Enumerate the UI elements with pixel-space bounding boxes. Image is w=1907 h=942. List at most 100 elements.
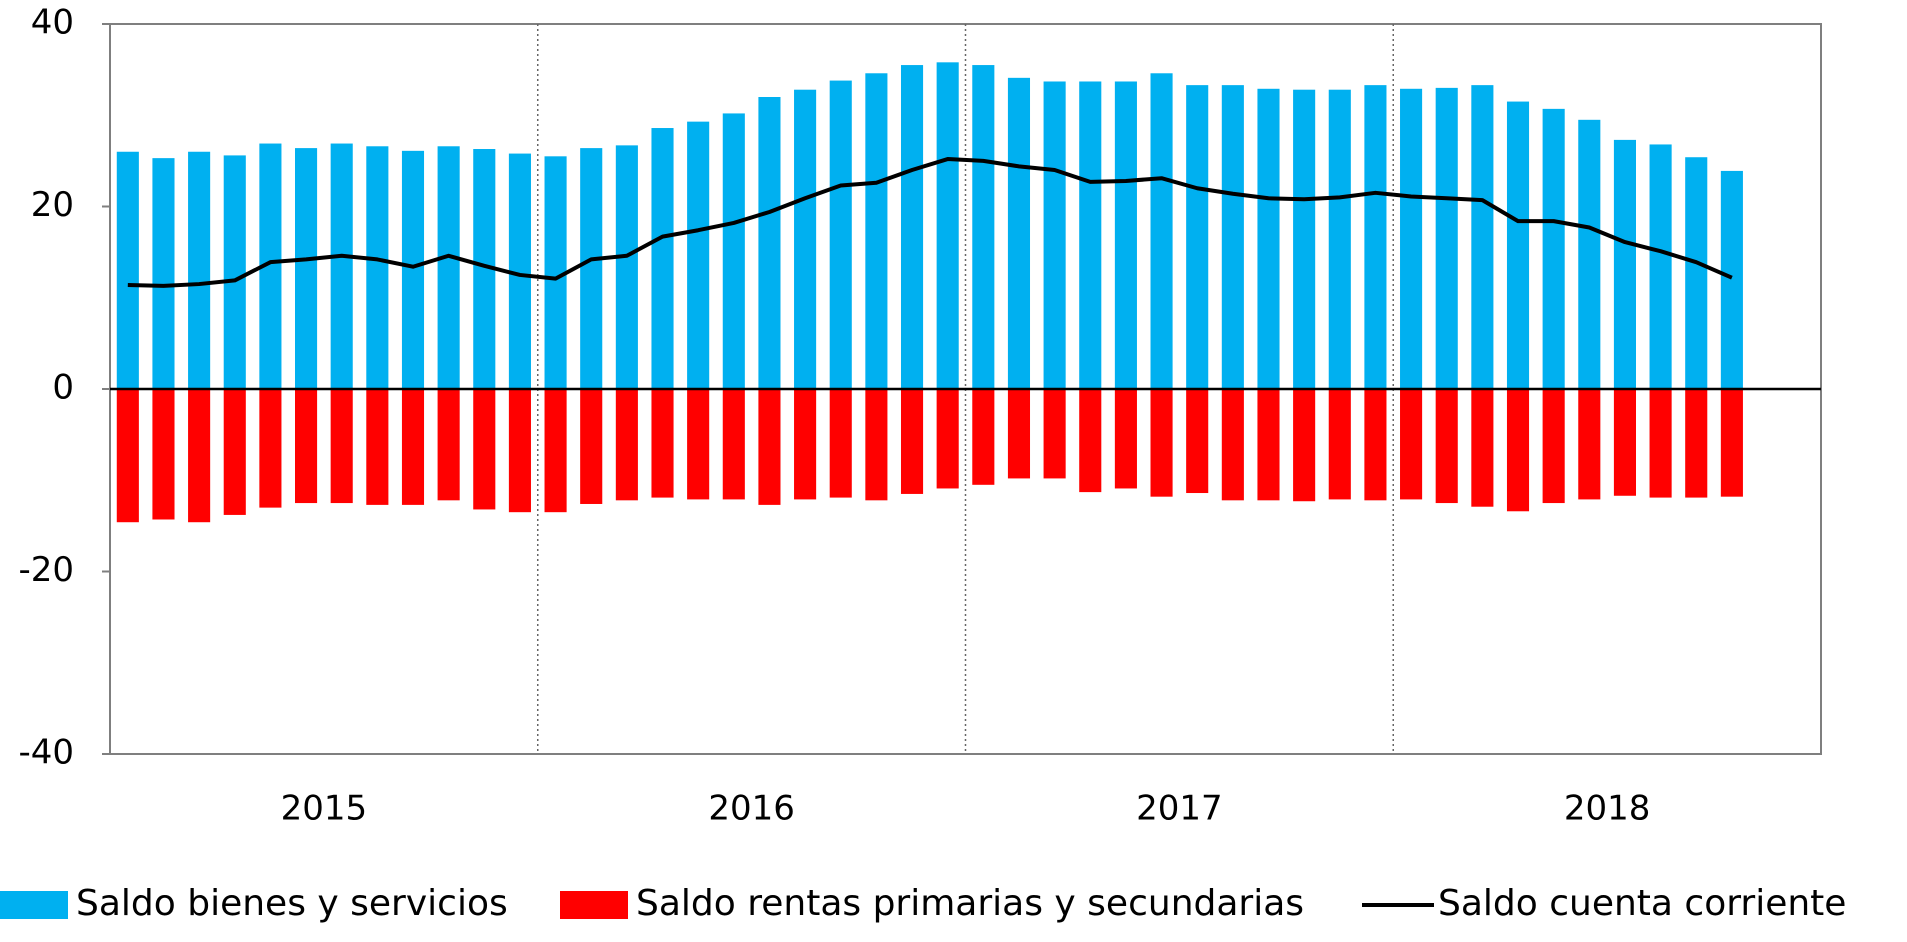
bar: [473, 389, 496, 510]
bar: [1257, 88, 1280, 389]
x-tick-label: 2015: [281, 789, 368, 829]
bar: [865, 73, 888, 390]
bar: [223, 155, 246, 389]
bar: [1435, 389, 1458, 504]
bar: [437, 146, 460, 389]
bar: [758, 389, 781, 505]
y-tick-label: -40: [18, 733, 74, 773]
bar: [437, 389, 460, 501]
legend-swatch: [560, 891, 628, 919]
bar: [1720, 389, 1743, 497]
bar: [1542, 389, 1565, 504]
bar: [972, 389, 995, 485]
bar: [687, 121, 710, 389]
bar: [508, 153, 531, 389]
x-tick-label: 2018: [1564, 789, 1651, 829]
bar: [1471, 389, 1494, 507]
bar: [366, 389, 389, 505]
bar: [900, 65, 924, 389]
bar: [972, 65, 995, 389]
bar: [116, 151, 139, 389]
bar: [1079, 81, 1102, 390]
bar: [1435, 87, 1458, 389]
bar: [1542, 108, 1565, 390]
x-tick-label: 2016: [708, 789, 795, 829]
bar: [1649, 389, 1672, 498]
bar: [259, 143, 282, 389]
bar: [1400, 389, 1423, 500]
bar: [188, 389, 211, 523]
bar: [580, 148, 603, 389]
bar: [188, 151, 211, 389]
bar: [330, 389, 353, 504]
y-tick-label: 0: [52, 368, 74, 408]
bar: [829, 389, 852, 498]
bar: [1257, 389, 1280, 501]
bar: [1043, 81, 1066, 390]
bar: [259, 389, 282, 508]
bar: [1364, 389, 1387, 501]
bar: [544, 156, 567, 389]
bar: [615, 389, 638, 501]
bar: [651, 128, 674, 389]
bar: [1613, 139, 1636, 389]
bar: [1400, 88, 1423, 389]
line: [127, 157, 1733, 288]
bar: [1649, 144, 1672, 389]
bar: [473, 149, 496, 389]
bar: [687, 389, 710, 500]
bar: [865, 389, 888, 501]
bar: [758, 97, 781, 389]
bar: [1293, 389, 1316, 502]
bar: [152, 158, 175, 389]
bar: [1506, 389, 1530, 512]
bar: [722, 113, 745, 390]
bar: [1293, 89, 1316, 389]
bar: [1007, 77, 1031, 390]
bar: [1114, 389, 1137, 489]
bar: [580, 389, 603, 504]
bar: [116, 389, 139, 523]
y-tick-label: 40: [31, 3, 74, 43]
bar: [1079, 389, 1102, 493]
legend-label: Saldo bienes y servicios: [76, 883, 508, 924]
bar: [1364, 85, 1387, 389]
bar: [1221, 85, 1244, 389]
bar: [651, 389, 674, 498]
bar: [1328, 389, 1351, 500]
bar: [1685, 389, 1708, 498]
bar: [829, 80, 852, 389]
bar: [794, 89, 817, 389]
bar: [1150, 389, 1173, 497]
bar: [295, 148, 318, 389]
bar: [330, 143, 353, 389]
bar: [936, 389, 959, 489]
bar: [794, 389, 817, 500]
bar: [401, 389, 425, 505]
bar: [544, 389, 567, 513]
legend-swatch: [0, 891, 68, 919]
bar: [1114, 81, 1137, 390]
bar: [1186, 389, 1209, 494]
bar: [1471, 85, 1494, 389]
bar: [1578, 119, 1601, 389]
bar: [1150, 73, 1173, 390]
bar: [900, 389, 924, 494]
bar: [615, 145, 638, 389]
bar: [1578, 389, 1601, 500]
bar: [295, 389, 318, 504]
bar: [223, 389, 246, 515]
bar: [508, 389, 531, 513]
bar: [401, 150, 425, 389]
legend-label: Saldo cuenta corriente: [1438, 883, 1846, 924]
bar: [1720, 170, 1743, 389]
y-tick-label: -20: [18, 550, 74, 590]
bar: [1685, 157, 1708, 389]
bar: [1613, 389, 1636, 496]
bar: [1506, 101, 1530, 389]
y-tick-label: 20: [31, 185, 74, 225]
x-tick-label: 2017: [1136, 789, 1223, 829]
bar: [1328, 89, 1351, 389]
bar: [366, 146, 389, 389]
